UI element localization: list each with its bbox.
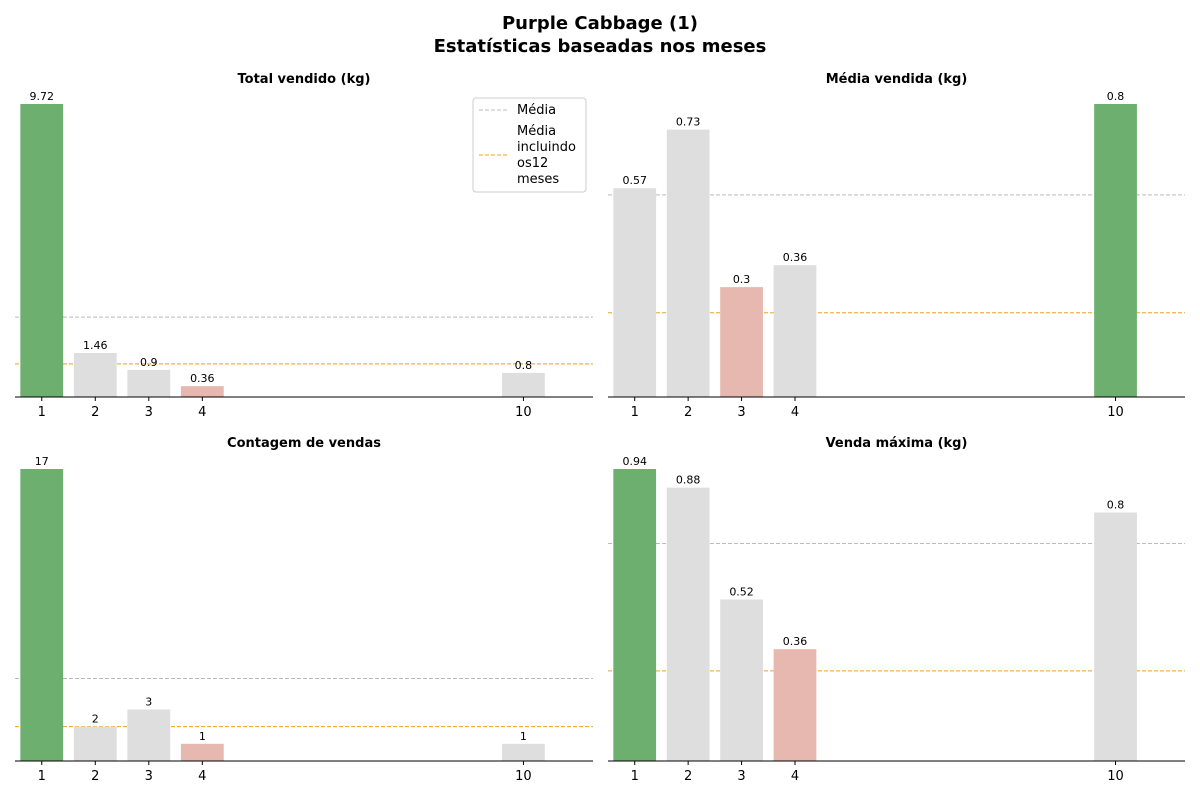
x-tick-label: 10 <box>515 405 532 420</box>
x-tick-label: 10 <box>515 769 532 784</box>
x-tick-label: 2 <box>684 405 692 420</box>
x-tick-label: 3 <box>145 769 153 784</box>
bar-value-label: 0.73 <box>676 116 701 129</box>
bar-value-label: 0.52 <box>729 585 754 598</box>
bar <box>180 386 224 397</box>
legend-box <box>472 97 587 193</box>
bar <box>666 487 710 761</box>
bar <box>1094 512 1137 761</box>
bar <box>502 372 545 397</box>
bar <box>73 726 117 761</box>
bar <box>502 743 545 761</box>
bar-value-label: 9.72 <box>30 90 55 103</box>
bar-value-label: 0.8 <box>1107 498 1125 511</box>
bar-value-label: 2 <box>92 713 99 726</box>
x-tick-label: 3 <box>737 405 745 420</box>
x-tick-label: 2 <box>91 769 99 784</box>
bar <box>613 188 657 397</box>
chart-panel-4: Venda máxima (kg) 0.94 1 0.88 2 0.52 3 0.36 4 0.8… <box>608 436 1185 784</box>
bar-value-label: 0.36 <box>190 372 215 385</box>
x-tick-label: 10 <box>1107 405 1124 420</box>
legend-label: Média incluindo os12 meses <box>517 124 576 187</box>
bar <box>720 599 763 761</box>
x-tick-label: 2 <box>91 405 99 420</box>
chart-panel-3: Contagem de vendas 17 1 2 2 3 3 1 4 1 10 <box>15 436 593 784</box>
x-tick-label: 1 <box>631 769 639 784</box>
bar-value-label: 3 <box>145 695 152 708</box>
bar-value-label: 0.8 <box>1107 90 1125 103</box>
x-tick-label: 4 <box>198 769 206 784</box>
bar <box>613 469 657 761</box>
x-tick-label: 1 <box>631 405 639 420</box>
chart-title: Média vendida (kg) <box>826 72 968 87</box>
figure-title: Purple Cabbage (1) <box>501 13 699 34</box>
chart-title: Venda máxima (kg) <box>826 436 968 451</box>
chart-panel-1: Total vendido (kg) 9.72 1 1.46 2 0.9 3 0.36 4 0.8… <box>15 72 593 420</box>
bar <box>773 649 817 761</box>
bar <box>127 709 171 761</box>
bar <box>20 104 64 397</box>
figure-subtitle: Estatísticas baseadas nos meses <box>433 36 767 57</box>
bar <box>20 469 64 761</box>
bar <box>720 287 763 397</box>
x-tick-label: 4 <box>198 405 206 420</box>
bar-value-label: 17 <box>35 455 49 468</box>
x-tick-label: 3 <box>145 405 153 420</box>
bar <box>127 369 171 397</box>
chart-title: Total vendido (kg) <box>238 72 371 87</box>
bar-value-label: 1 <box>199 730 206 743</box>
x-tick-label: 1 <box>38 405 46 420</box>
bar <box>666 129 710 397</box>
bar <box>1094 104 1137 397</box>
bar-value-label: 1.46 <box>83 339 108 352</box>
bar-value-label: 0.36 <box>783 635 808 648</box>
x-tick-label: 4 <box>791 405 799 420</box>
legend-entry: Média incluindo os12 meses <box>479 124 576 187</box>
chart-title: Contagem de vendas <box>227 436 381 451</box>
bar-value-label: 0.57 <box>622 174 647 187</box>
bar <box>180 743 224 761</box>
bar-value-label: 0.3 <box>733 273 751 286</box>
bar <box>773 265 817 397</box>
bar <box>73 352 117 397</box>
bar-value-label: 0.9 <box>140 356 158 369</box>
x-tick-label: 4 <box>791 769 799 784</box>
bar-value-label: 1 <box>520 730 527 743</box>
x-tick-label: 10 <box>1107 769 1124 784</box>
bar-value-label: 0.88 <box>676 474 701 487</box>
x-tick-label: 3 <box>737 769 745 784</box>
x-tick-label: 1 <box>38 769 46 784</box>
bar-value-label: 0.94 <box>622 455 647 468</box>
legend: Média Média incluindo os12 meses <box>472 97 587 193</box>
legend-entry: Média <box>479 103 556 118</box>
bar-value-label: 0.8 <box>515 359 533 372</box>
chart-panel-2: Média vendida (kg) 0.57 1 0.73 2 0.3 3 0.36 4 0.8… <box>608 72 1185 420</box>
bar-value-label: 0.36 <box>783 251 808 264</box>
x-tick-label: 2 <box>684 769 692 784</box>
legend-label: Média <box>517 103 556 118</box>
